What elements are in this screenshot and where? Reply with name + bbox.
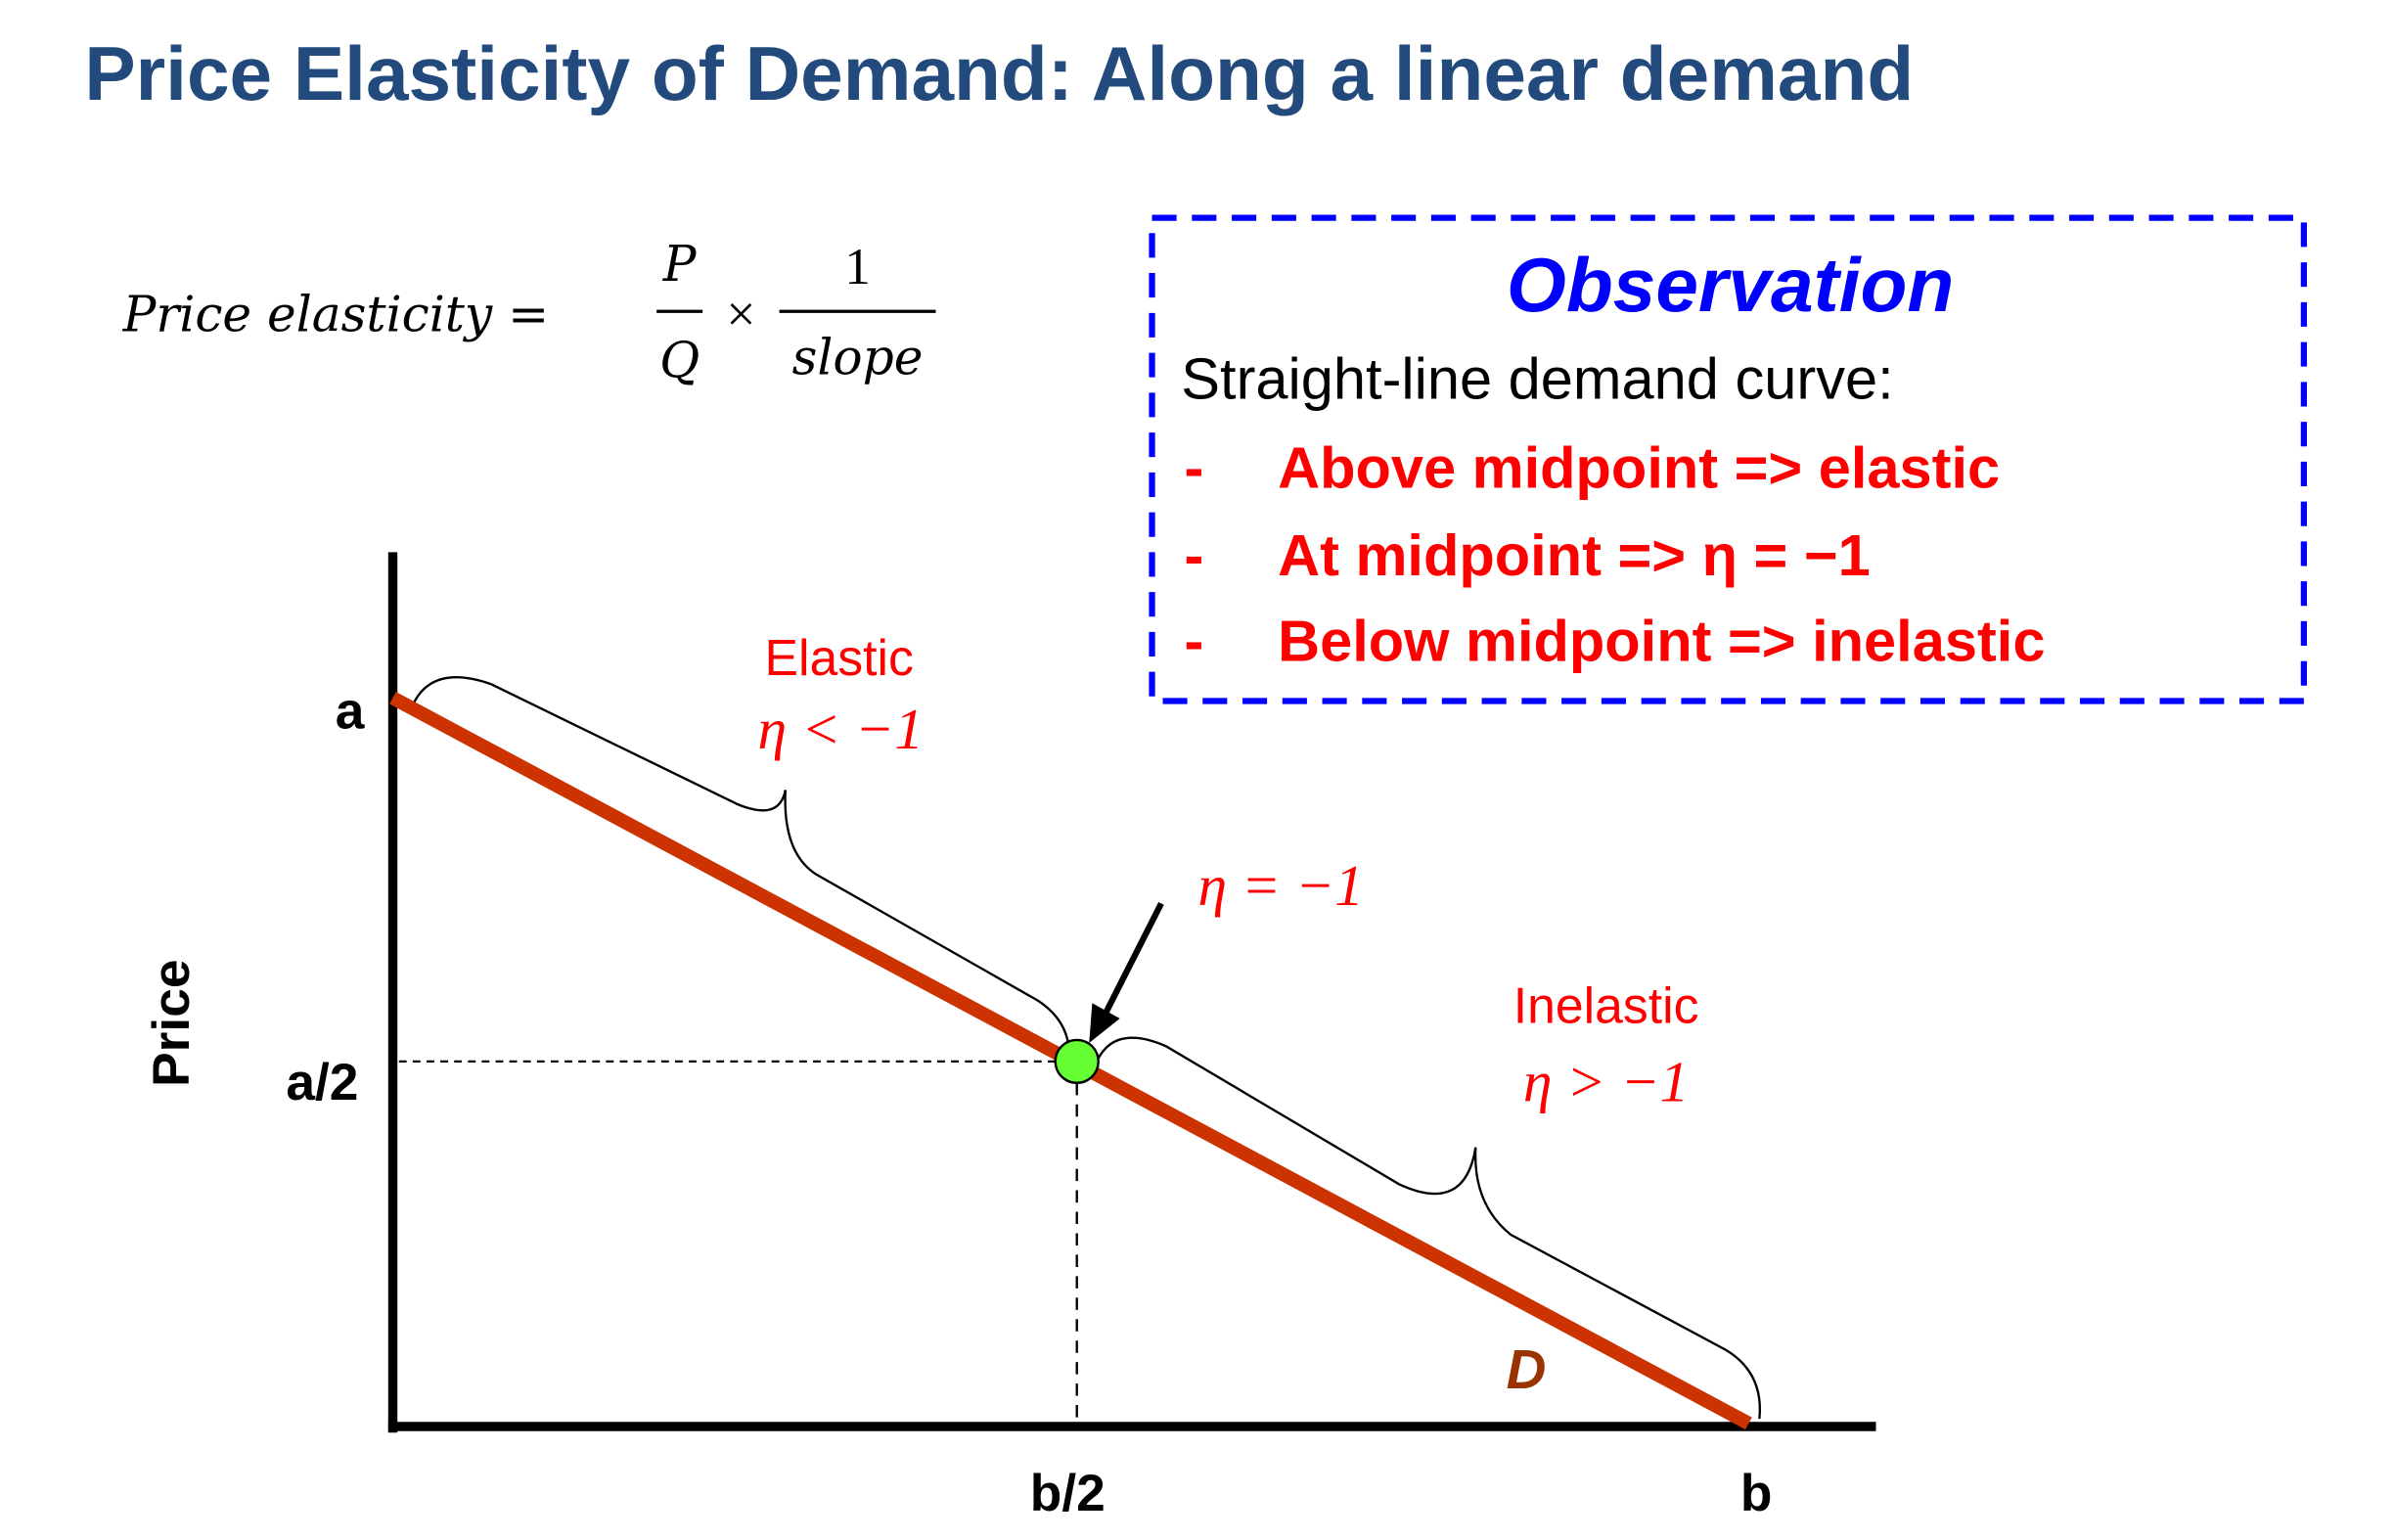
observation-item: At midpoint => η = −1 [1278, 522, 1871, 588]
elasticity-formula: Price elasticity = P Q × 1 slope [122, 235, 936, 389]
observation-border [1149, 214, 2308, 704]
elastic-condition: η < −1 [758, 697, 925, 761]
elastic-label: Elastic [765, 629, 914, 686]
x-tick-b-half: b/2 [1030, 1465, 1106, 1522]
observation-box: Observation Straight-line demand curve: … [1149, 214, 2308, 704]
arrow-head-icon [1089, 1003, 1120, 1044]
bullet: - [1184, 609, 1203, 674]
formula-numerator-1: 1 [844, 238, 871, 295]
formula-denominator-q: Q [659, 332, 700, 389]
elastic-brace [410, 676, 1071, 1059]
formula-numerator-p: P [662, 235, 698, 293]
page-title: Price Elasticity of Demand: Along a line… [84, 30, 1914, 116]
demand-diagram: a a/2 b/2 b Price Elastic η < −1 η = −1 … [143, 552, 1876, 1522]
midpoint-marker [1054, 1038, 1100, 1084]
observation-item: Above midpoint => elastic [1278, 435, 2000, 501]
x-tick-b: b [1740, 1465, 1773, 1522]
formula-lhs: Price elasticity = [122, 286, 550, 343]
y-tick-a: a [336, 683, 365, 741]
y-axis-label: Price [143, 959, 201, 1086]
formula-times: × [726, 286, 755, 343]
bullet: - [1184, 522, 1203, 588]
inelastic-condition: η > −1 [1523, 1050, 1690, 1114]
demand-curve-label: D [1507, 1338, 1547, 1400]
inelastic-brace [1097, 1036, 1762, 1420]
formula-denominator-slope: slope [792, 329, 924, 386]
observation-heading: Observation [1507, 242, 1954, 328]
bullet: - [1184, 435, 1203, 501]
observation-intro: Straight-line demand curve: [1181, 346, 1893, 412]
y-tick-a-half: a/2 [286, 1054, 358, 1111]
observation-item: Below midpoint => inelastic [1278, 609, 2045, 674]
inelastic-label: Inelastic [1513, 977, 1699, 1034]
midpoint-arrow [1102, 901, 1164, 1018]
unit-elastic-condition: η = −1 [1197, 853, 1364, 918]
